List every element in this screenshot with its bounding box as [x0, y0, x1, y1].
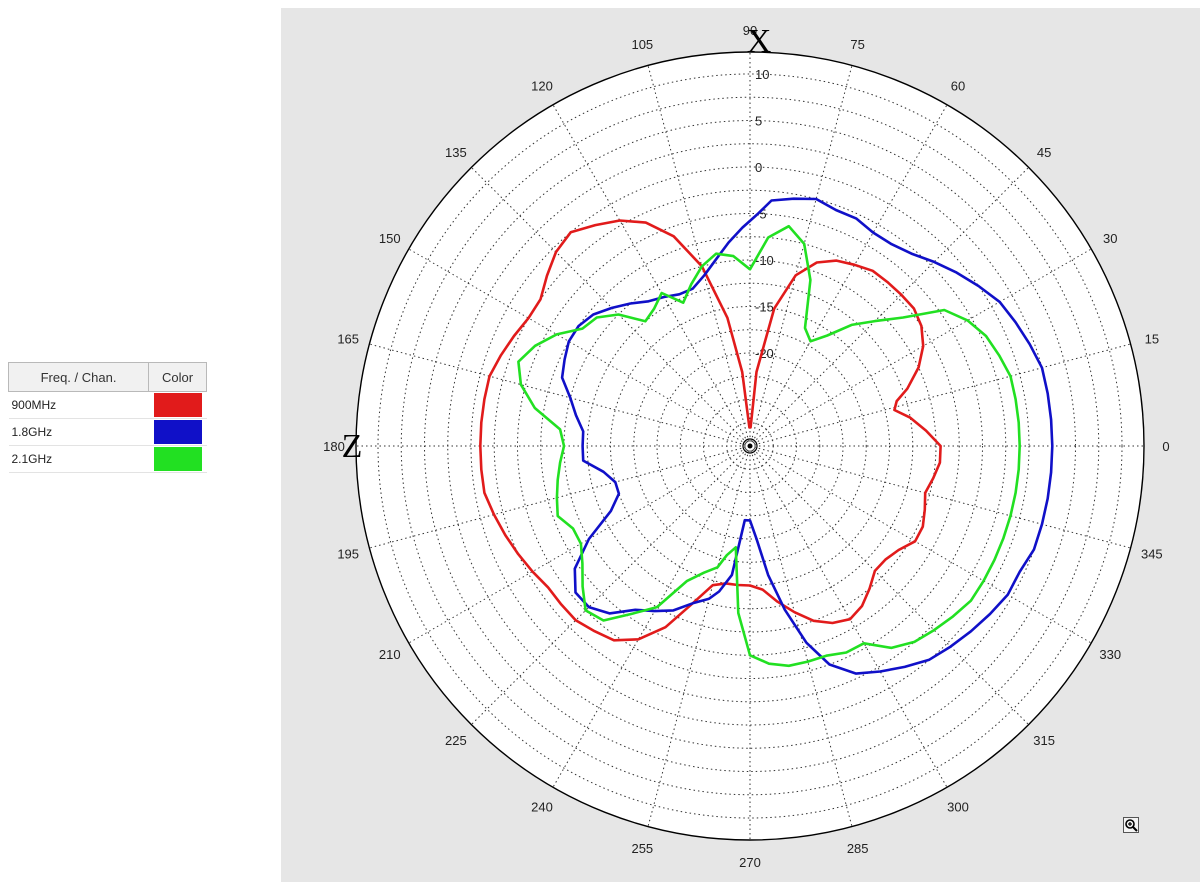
- radial-tick-label: -15: [755, 300, 774, 315]
- radial-tick-label: 10: [755, 67, 769, 82]
- legend-row: 1.8GHz: [8, 418, 207, 446]
- angle-tick-label: 240: [531, 799, 553, 814]
- angle-tick-label: 345: [1141, 547, 1163, 562]
- angle-tick-label: 285: [847, 841, 869, 856]
- axis-letter-top: X: [747, 23, 772, 60]
- angle-tick-label: 210: [379, 647, 401, 662]
- angle-tick-label: 45: [1037, 145, 1051, 160]
- angle-tick-label: 255: [631, 841, 653, 856]
- angle-tick-label: 30: [1103, 231, 1117, 246]
- angle-tick-label: 90: [743, 23, 757, 38]
- angle-tick-label: 75: [850, 37, 864, 52]
- center-dot: [747, 443, 753, 449]
- legend-swatch: [153, 393, 202, 417]
- grid-ring: [656, 352, 844, 540]
- legend-label: 1.8GHz: [8, 418, 149, 446]
- angle-tick-label: 330: [1099, 647, 1121, 662]
- angle-tick-label: 120: [531, 79, 553, 94]
- angle-tick-label: 150: [379, 231, 401, 246]
- center-marker: [742, 438, 758, 454]
- angle-tick-label: 180: [323, 439, 345, 454]
- series-line: [517, 224, 1021, 668]
- angle-tick-label: 60: [951, 79, 965, 94]
- legend-header-name: Freq. / Chan.: [8, 362, 149, 392]
- angle-tick-label: 315: [1033, 733, 1055, 748]
- grid-ring: [377, 73, 1123, 819]
- grid-ring: [633, 329, 867, 563]
- plot-area: 10 5 0 -5 -10 -15 -20 0 15 30 45 60 75 90 105 120 135 15…: [281, 8, 1200, 882]
- angle-tick-label: 195: [337, 547, 359, 562]
- legend-header-color: Color: [148, 362, 207, 392]
- legend-label: 2.1GHz: [8, 445, 149, 473]
- angle-tick-label: 270: [739, 855, 761, 870]
- angle-tick-label: 0: [1162, 439, 1169, 454]
- legend-swatch: [153, 447, 202, 471]
- radial-tick-label: 0: [755, 160, 762, 175]
- legend-row: 900MHz: [8, 391, 207, 419]
- grid-ring: [400, 96, 1100, 796]
- angle-tick-label: 165: [337, 331, 359, 346]
- legend-swatch: [153, 420, 202, 444]
- radial-tick-label: -5: [755, 207, 767, 222]
- grid-ring: [517, 213, 983, 679]
- axis-letter-left: Z: [342, 428, 363, 465]
- angle-tick-label: 105: [631, 37, 653, 52]
- grid-ring: [493, 189, 1007, 703]
- legend-row: 2.1GHz: [8, 445, 207, 473]
- zoom-in-icon[interactable]: [1123, 817, 1139, 833]
- angle-tick-label: 135: [445, 145, 467, 160]
- grid-ring: [679, 375, 821, 517]
- legend-label: 900MHz: [8, 391, 149, 419]
- series-line: [479, 219, 942, 642]
- angle-tick-label: 225: [445, 733, 467, 748]
- radial-tick-label: 5: [755, 114, 762, 129]
- angle-tick-label: 15: [1145, 331, 1159, 346]
- angle-tick-label: 300: [947, 799, 969, 814]
- series-line: [560, 197, 1054, 675]
- legend-table: Freq. / Chan. Color 900MHz 1.8GHz 2.1GHz: [8, 362, 207, 473]
- radial-tick-label: -10: [755, 253, 774, 268]
